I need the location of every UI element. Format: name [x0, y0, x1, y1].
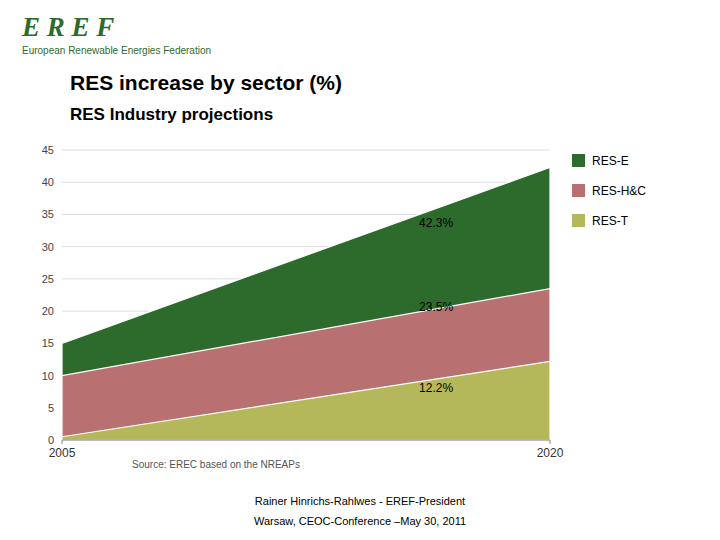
x-tick	[550, 440, 551, 444]
area	[62, 289, 550, 440]
y-tick-label: 20	[42, 305, 54, 317]
y-tick-label: 10	[42, 370, 54, 382]
footer: Warsaw, CEOC-Conference –May 30, 2011	[254, 515, 466, 527]
y-tick-label: 25	[42, 273, 54, 285]
x-axis-line	[62, 440, 550, 441]
grid	[62, 150, 550, 440]
legend-swatch	[572, 184, 585, 197]
area	[62, 167, 550, 440]
annotation: 12.2%	[419, 381, 453, 395]
annotation: 23.5%	[419, 300, 453, 314]
area	[62, 361, 550, 440]
chart: E R E F European Renewable Energies Feder…	[0, 0, 720, 540]
x-tick-label: 2020	[537, 446, 564, 460]
legend-swatch	[572, 154, 585, 167]
legend-label: RES-T	[592, 214, 629, 228]
annotation: 42.3%	[419, 216, 453, 230]
subtitle: RES Industry projections	[70, 105, 273, 124]
y-tick-label: 5	[48, 402, 54, 414]
legend-label: RES-E	[592, 154, 629, 168]
header-subtitle: European Renewable Energies Federation	[22, 45, 211, 56]
title: RES increase by sector (%)	[70, 71, 342, 94]
y-tick-label: 40	[42, 176, 54, 188]
footer: Rainer Hinrichs-Rahlwes - EREF-President	[255, 495, 465, 507]
y-tick-label: 0	[48, 434, 54, 446]
legend-label: RES-H&C	[592, 184, 646, 198]
y-tick-label: 15	[42, 337, 54, 349]
legend: RES-E RES-H&C RES-T	[572, 154, 646, 228]
grid-line	[62, 182, 550, 183]
areas	[62, 167, 550, 440]
y-tick-label: 45	[42, 144, 54, 156]
grid-line	[62, 440, 550, 441]
x-tick	[62, 440, 63, 444]
legend-swatch	[572, 214, 585, 227]
header-title: E R E F	[21, 12, 114, 42]
y-tick-label: 35	[42, 208, 54, 220]
source: Source: EREC based on the NREAPs	[132, 459, 300, 470]
grid-line	[62, 150, 550, 151]
y-tick-label: 30	[42, 241, 54, 253]
x-tick-label: 2005	[49, 446, 76, 460]
